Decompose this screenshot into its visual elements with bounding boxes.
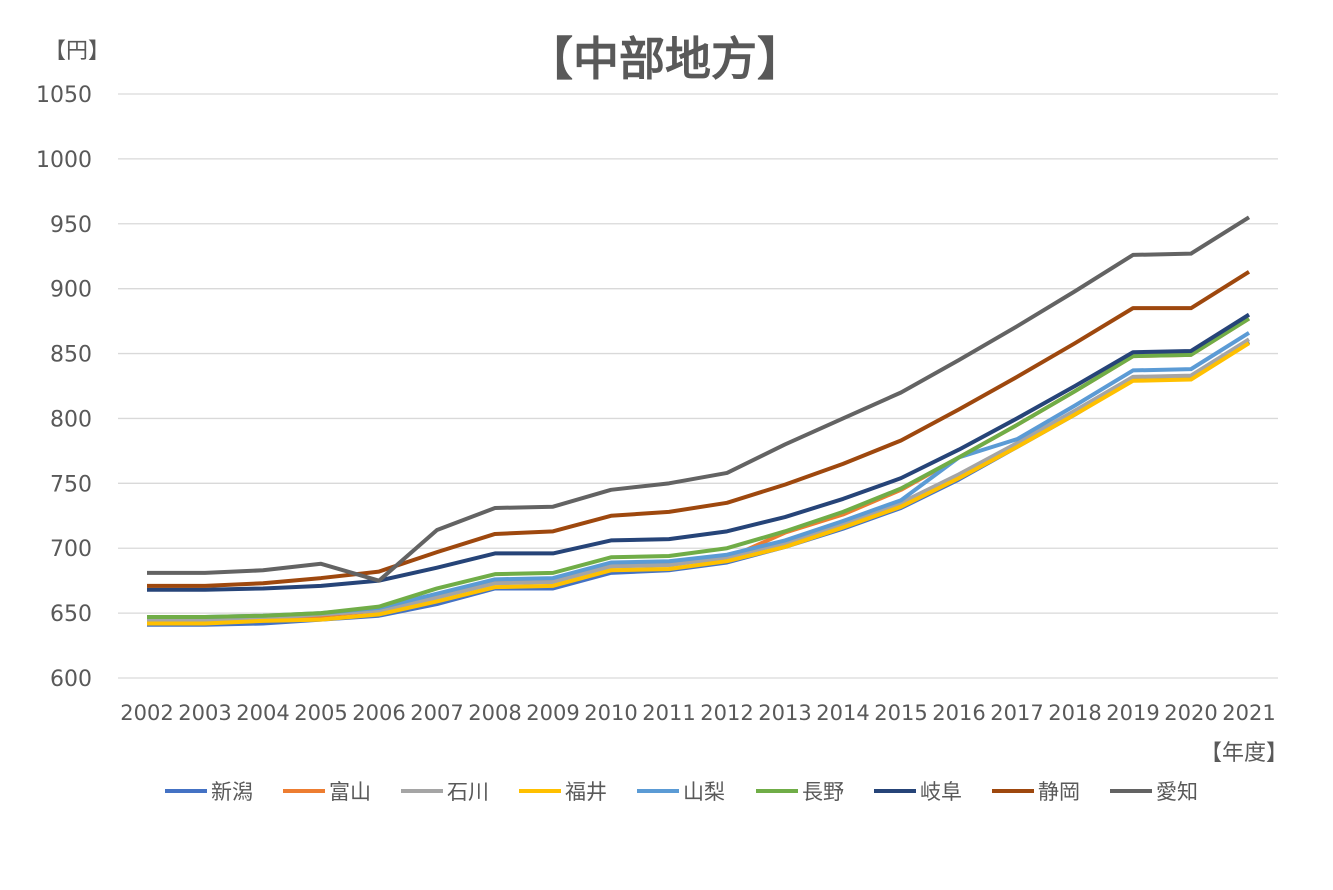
legend-label: 山梨 bbox=[683, 780, 725, 804]
series-line-山梨 bbox=[147, 331, 1251, 620]
y-tick-label: 600 bbox=[50, 667, 92, 692]
x-tick-label: 2010 bbox=[584, 701, 637, 725]
x-tick-label: 2012 bbox=[700, 701, 753, 725]
chart-title: 【中部地方】 bbox=[527, 32, 803, 86]
x-tick-label: 2008 bbox=[468, 701, 521, 725]
x-tick-label: 2015 bbox=[874, 701, 927, 725]
x-axis-label: 【年度】 bbox=[1200, 741, 1288, 766]
x-tick-label: 2006 bbox=[352, 701, 405, 725]
y-tick-label: 1050 bbox=[36, 83, 92, 108]
x-tick-label: 2009 bbox=[526, 701, 579, 725]
legend-label: 福井 bbox=[565, 780, 607, 804]
x-tick-label: 2014 bbox=[816, 701, 869, 725]
y-tick-label: 850 bbox=[50, 343, 92, 368]
x-tick-label: 2011 bbox=[642, 701, 695, 725]
x-tick-label: 2016 bbox=[932, 701, 985, 725]
y-tick-label: 950 bbox=[50, 213, 92, 238]
x-tick-label: 2017 bbox=[990, 701, 1043, 725]
series-line-富山 bbox=[147, 316, 1251, 623]
legend-label: 長野 bbox=[802, 780, 844, 804]
legend-label: 新潟 bbox=[211, 780, 253, 804]
x-tick-label: 2004 bbox=[236, 701, 289, 725]
legend-label: 岐阜 bbox=[920, 780, 962, 804]
legend-label: 石川 bbox=[447, 780, 489, 804]
y-tick-label: 650 bbox=[50, 602, 92, 627]
x-tick-label: 2019 bbox=[1106, 701, 1159, 725]
x-tick-label: 2018 bbox=[1048, 701, 1101, 725]
legend-label: 愛知 bbox=[1156, 780, 1198, 804]
x-tick-label: 2021 bbox=[1222, 701, 1275, 725]
series-line-静岡 bbox=[147, 270, 1251, 588]
legend-label: 富山 bbox=[329, 780, 371, 804]
y-axis-label: 【円】 bbox=[44, 39, 110, 64]
y-tick-label: 900 bbox=[50, 278, 92, 303]
y-tick-label: 750 bbox=[50, 472, 92, 497]
series-line-愛知 bbox=[147, 215, 1251, 583]
x-tick-label: 2007 bbox=[410, 701, 463, 725]
x-tick-label: 2002 bbox=[120, 701, 173, 725]
x-tick-label: 2003 bbox=[178, 701, 231, 725]
y-tick-label: 800 bbox=[50, 407, 92, 432]
x-tick-label: 2013 bbox=[758, 701, 811, 725]
y-tick-label: 700 bbox=[50, 537, 92, 562]
x-tick-label: 2005 bbox=[294, 701, 347, 725]
y-tick-label: 1000 bbox=[36, 148, 92, 173]
series-line-福井 bbox=[147, 341, 1251, 626]
legend-label: 静岡 bbox=[1038, 780, 1080, 804]
x-tick-label: 2020 bbox=[1164, 701, 1217, 725]
series-line-岐阜 bbox=[147, 312, 1251, 592]
series-line-長野 bbox=[147, 316, 1251, 620]
